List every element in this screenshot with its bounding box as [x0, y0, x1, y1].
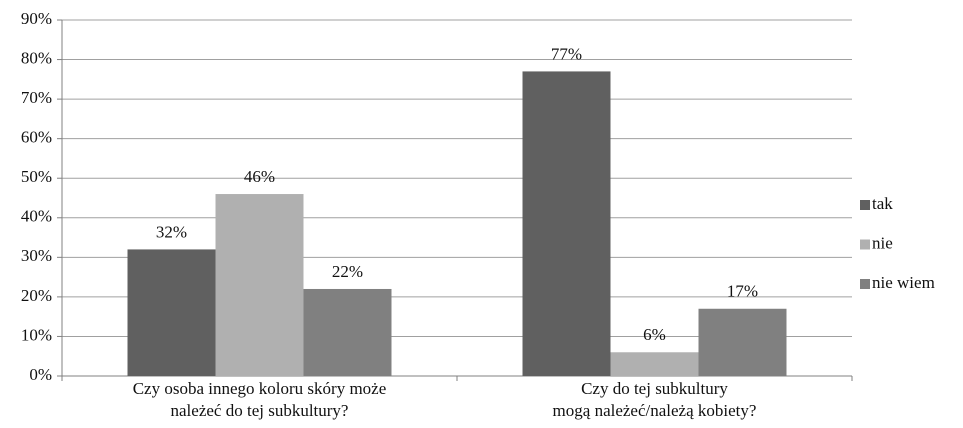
y-tick-label: 30% [21, 246, 52, 265]
legend-swatch [860, 239, 870, 250]
y-tick-label: 80% [21, 48, 52, 67]
data-label: 6% [643, 325, 666, 344]
data-label: 32% [156, 222, 187, 241]
bar [610, 352, 699, 376]
legend-label: nie [872, 233, 893, 252]
y-tick-label: 20% [21, 286, 52, 305]
data-label: 46% [244, 167, 275, 186]
data-label: 22% [332, 262, 363, 281]
y-tick-label: 10% [21, 325, 52, 344]
data-label: 17% [727, 282, 758, 301]
y-tick-label: 90% [21, 9, 52, 28]
bar [303, 288, 392, 376]
y-tick-label: 40% [21, 207, 52, 226]
bar [522, 71, 611, 376]
data-label: 77% [551, 44, 582, 63]
legend-swatch [860, 200, 870, 210]
y-tick-label: 50% [21, 167, 52, 186]
x-tick-label: Czy do tej subkultury [581, 379, 728, 398]
y-tick-label: 70% [21, 88, 52, 107]
legend-label: tak [872, 194, 893, 213]
legend-swatch [860, 279, 870, 289]
legend-label: nie wiem [872, 273, 935, 292]
x-tick-label: należeć do tej subkultury? [171, 401, 349, 420]
x-tick-label: Czy osoba innego koloru skóry może [133, 379, 387, 398]
y-tick-label: 0% [29, 365, 52, 384]
bar [698, 308, 787, 376]
bar [127, 249, 216, 376]
y-tick-label: 60% [21, 128, 52, 147]
x-tick-label: mogą należeć/należą kobiety? [553, 401, 757, 420]
bar [215, 194, 304, 376]
